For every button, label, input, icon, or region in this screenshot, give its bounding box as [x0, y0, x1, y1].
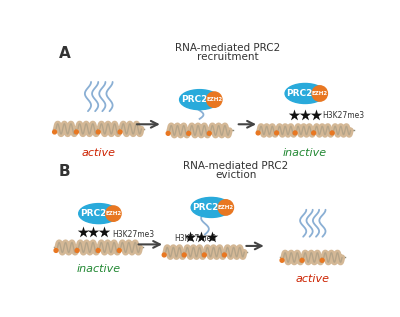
- Ellipse shape: [79, 204, 119, 223]
- Circle shape: [53, 130, 56, 134]
- Circle shape: [96, 249, 100, 252]
- Circle shape: [162, 253, 166, 257]
- Circle shape: [320, 258, 324, 262]
- Circle shape: [312, 131, 316, 135]
- Point: [302, 113, 308, 118]
- Text: active: active: [82, 148, 116, 158]
- Point: [209, 234, 215, 239]
- Point: [101, 230, 107, 235]
- Text: recruitment: recruitment: [197, 52, 259, 62]
- Text: EZH2: EZH2: [218, 205, 234, 210]
- Circle shape: [330, 131, 334, 135]
- Circle shape: [280, 258, 284, 262]
- Text: eviction: eviction: [215, 171, 256, 180]
- Text: H3K27me3: H3K27me3: [113, 230, 155, 239]
- Text: RNA-mediated PRC2: RNA-mediated PRC2: [176, 43, 281, 53]
- Text: inactive: inactive: [77, 264, 121, 275]
- Point: [187, 234, 194, 239]
- Point: [291, 113, 298, 118]
- Circle shape: [218, 200, 234, 215]
- Text: B: B: [59, 164, 70, 178]
- Circle shape: [54, 249, 58, 252]
- Circle shape: [202, 253, 206, 257]
- Circle shape: [96, 130, 100, 134]
- Text: PRC2: PRC2: [192, 203, 219, 212]
- Text: RNA-mediated PRC2: RNA-mediated PRC2: [183, 161, 288, 171]
- Circle shape: [222, 253, 226, 257]
- Circle shape: [312, 86, 328, 101]
- Text: PRC2: PRC2: [181, 95, 208, 104]
- Circle shape: [275, 131, 278, 135]
- Circle shape: [293, 131, 297, 135]
- Text: PRC2: PRC2: [80, 209, 106, 218]
- Circle shape: [207, 132, 211, 135]
- Text: EZH2: EZH2: [312, 91, 328, 96]
- Circle shape: [187, 132, 191, 135]
- Circle shape: [256, 131, 260, 135]
- Text: H3K27me3: H3K27me3: [174, 234, 216, 243]
- Point: [79, 230, 86, 235]
- Text: inactive: inactive: [283, 148, 327, 158]
- Circle shape: [300, 258, 304, 262]
- Text: A: A: [59, 46, 70, 61]
- Point: [313, 113, 319, 118]
- Circle shape: [75, 249, 79, 252]
- Circle shape: [166, 132, 170, 135]
- Circle shape: [118, 130, 122, 134]
- Ellipse shape: [285, 83, 325, 103]
- Circle shape: [74, 130, 78, 134]
- Point: [198, 234, 204, 239]
- Circle shape: [206, 92, 222, 107]
- Text: EZH2: EZH2: [206, 97, 222, 102]
- Text: H3K27me3: H3K27me3: [322, 111, 364, 120]
- Circle shape: [106, 206, 121, 221]
- Text: EZH2: EZH2: [105, 211, 122, 216]
- Text: PRC2: PRC2: [286, 89, 313, 98]
- Circle shape: [182, 253, 186, 257]
- Ellipse shape: [191, 197, 231, 217]
- Point: [90, 230, 96, 235]
- Text: active: active: [296, 275, 330, 284]
- Circle shape: [117, 249, 121, 252]
- Ellipse shape: [180, 90, 220, 110]
